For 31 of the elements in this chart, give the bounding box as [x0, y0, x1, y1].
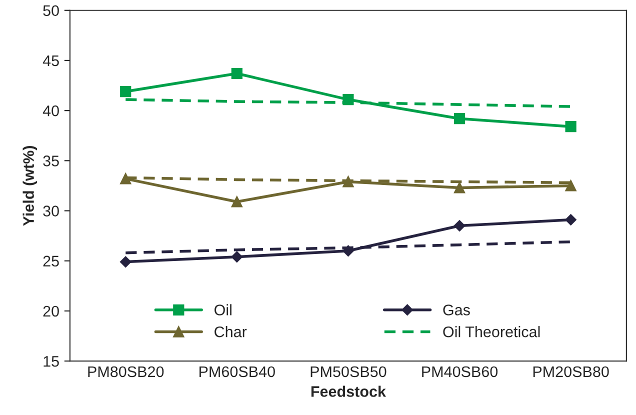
point	[454, 220, 466, 232]
y-tick-label: 20	[43, 306, 59, 317]
y-tick-label: 40	[42, 105, 59, 116]
x-axis-title: Feedstock	[311, 386, 386, 397]
legend-label: Oil Theoretical	[443, 326, 540, 338]
point	[565, 214, 576, 226]
y-tick-label: 45	[42, 55, 59, 66]
point	[120, 173, 132, 184]
legend-label: Oil	[214, 304, 232, 316]
legend-label: Char	[214, 326, 247, 338]
point	[565, 121, 576, 132]
y-tick-label: 50	[43, 5, 59, 16]
point	[231, 196, 242, 208]
y-tick-label: 15	[44, 356, 59, 367]
point	[565, 180, 576, 192]
point	[120, 86, 132, 98]
x-tick-label: PM80SB20	[88, 366, 164, 378]
x-tick-label: PM40SB60	[422, 366, 498, 378]
point	[120, 256, 132, 268]
legend-label: Gas	[443, 304, 470, 316]
y-axis-title: Yield (wt%)	[22, 146, 37, 226]
point	[454, 113, 466, 124]
point	[231, 251, 243, 262]
point	[231, 68, 242, 80]
y-tick-label: 25	[43, 256, 59, 267]
x-tick-label: PM50SB50	[310, 366, 386, 378]
y-tick-label: 30	[43, 206, 59, 216]
point	[454, 182, 466, 194]
y-tick-label: 35	[43, 156, 59, 166]
x-tick-label: PM20SB80	[533, 366, 609, 378]
x-tick-label: PM60SB40	[200, 366, 275, 378]
